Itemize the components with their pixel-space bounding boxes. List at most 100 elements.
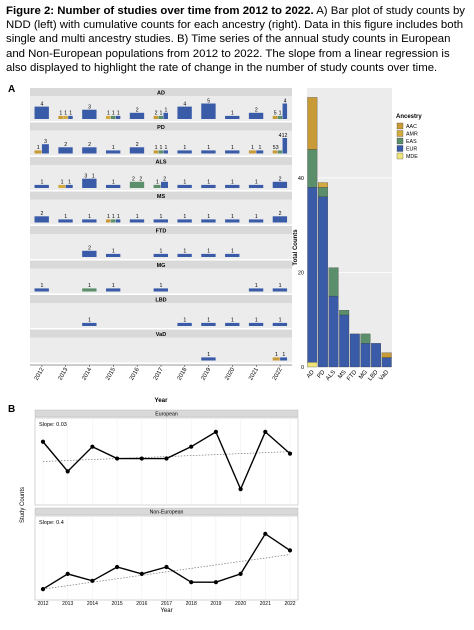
bar-count-label: 3	[276, 145, 279, 151]
bar-count-label: 1	[64, 111, 67, 117]
bar-segment	[163, 150, 168, 154]
bar-segment	[201, 253, 216, 257]
bar-count-label: 1	[282, 133, 285, 139]
bar-count-label: 1	[88, 283, 91, 289]
bar-segment	[153, 184, 161, 188]
bar-segment	[153, 253, 168, 257]
x-tick-label: 2022	[272, 366, 284, 381]
bar-segment	[277, 115, 283, 119]
bar-segment	[34, 184, 49, 188]
bar-count-label: 1	[112, 180, 115, 186]
bar-segment	[105, 150, 121, 154]
bar-count-label: 1	[160, 283, 163, 289]
bar-segment	[201, 184, 216, 188]
bar-count-label: 1	[155, 145, 158, 151]
bar-count-label: 3	[84, 174, 87, 180]
bar-count-label: 1	[207, 352, 210, 358]
legend-swatch	[396, 130, 404, 137]
legend-label: MDE	[406, 154, 418, 160]
facet-label: Non-European	[150, 509, 184, 515]
bar-segment	[34, 106, 49, 119]
bar-count-label: 1	[251, 145, 254, 151]
bar-count-label: 1	[207, 318, 210, 324]
bar-segment	[153, 115, 159, 119]
series-point	[139, 456, 144, 461]
facet-label: LBD	[155, 297, 166, 303]
series-point	[238, 487, 243, 492]
bar-segment	[105, 115, 111, 119]
x-tick-label: 2020	[224, 366, 236, 381]
bar-segment	[248, 150, 256, 154]
bar-count-label: 1	[136, 214, 139, 220]
legend-label: AAC	[406, 124, 417, 130]
bar-count-label: 4	[279, 133, 282, 139]
facet-strip	[30, 260, 292, 269]
series-point	[263, 531, 268, 536]
bar-segment	[272, 288, 288, 292]
bar-count-label: 1	[112, 283, 115, 289]
facet-strip	[30, 88, 292, 96]
bar-segment	[58, 115, 63, 119]
bar-segment	[34, 288, 49, 292]
series-point	[164, 564, 169, 570]
bar-segment	[225, 322, 240, 326]
slope-label: Slope: 0.03	[39, 422, 67, 428]
bar-segment	[161, 181, 168, 188]
category-label: LBD	[367, 369, 380, 382]
bar-count-label: 1	[255, 283, 258, 289]
total-bar-segment	[339, 314, 350, 368]
bar-segment	[58, 219, 73, 223]
bar-segment	[201, 322, 216, 326]
bar-count-label: 1	[255, 180, 258, 186]
bar-count-label: 1	[183, 214, 186, 220]
series-point	[115, 564, 120, 570]
bar-segment	[41, 144, 49, 154]
series-point	[90, 578, 95, 583]
bar-count-label: 1	[107, 214, 110, 220]
bar-count-label: 1	[207, 249, 210, 255]
bar-count-label: 1	[59, 111, 62, 117]
facet-label: MS	[157, 194, 166, 200]
category-label: PD	[317, 369, 327, 380]
legend-label: EUR	[406, 147, 417, 153]
bar-segment	[153, 150, 159, 154]
series-point	[115, 456, 120, 461]
category-label: FTD	[346, 369, 359, 382]
bar-segment	[225, 150, 240, 154]
x-tick-label: 2012	[34, 366, 46, 381]
legend-swatch	[396, 137, 404, 145]
bar-count-label: 2	[155, 111, 158, 117]
series-point	[213, 429, 218, 434]
bar-count-label: 1	[164, 108, 167, 114]
bar-count-label: 1	[259, 145, 262, 151]
series-point	[189, 580, 194, 585]
bar-segment	[277, 150, 283, 154]
x-tick-label: 2016	[129, 366, 141, 381]
bar-count-label: 1	[231, 214, 234, 220]
x-axis-title: Year	[160, 608, 172, 614]
bar-count-label: 1	[231, 318, 234, 324]
bar-count-label: 1	[164, 145, 167, 151]
facet-strip	[34, 507, 299, 516]
bar-count-label: 1	[112, 145, 115, 151]
bar-count-label: 1	[282, 352, 285, 358]
bar-segment	[82, 109, 97, 119]
bar-count-label: 1	[88, 214, 91, 220]
category-label: AD	[306, 369, 316, 380]
bar-count-label: 1	[231, 145, 234, 151]
facet-label: VaD	[156, 332, 166, 338]
bar-segment	[163, 112, 168, 119]
bar-segment	[115, 115, 121, 119]
bar-segment	[201, 150, 216, 154]
x-tick-label: 2018	[177, 366, 189, 381]
bar-count-label: 3	[44, 139, 47, 145]
bar-count-label: 2	[285, 133, 288, 139]
facet-label: PD	[157, 125, 165, 131]
legend-swatch	[396, 145, 404, 152]
x-tick-label: 2016	[136, 601, 147, 607]
bar-segment	[225, 184, 240, 188]
bar-segment	[225, 219, 240, 223]
category-label: ALS	[325, 369, 337, 382]
bar-segment	[177, 150, 192, 154]
